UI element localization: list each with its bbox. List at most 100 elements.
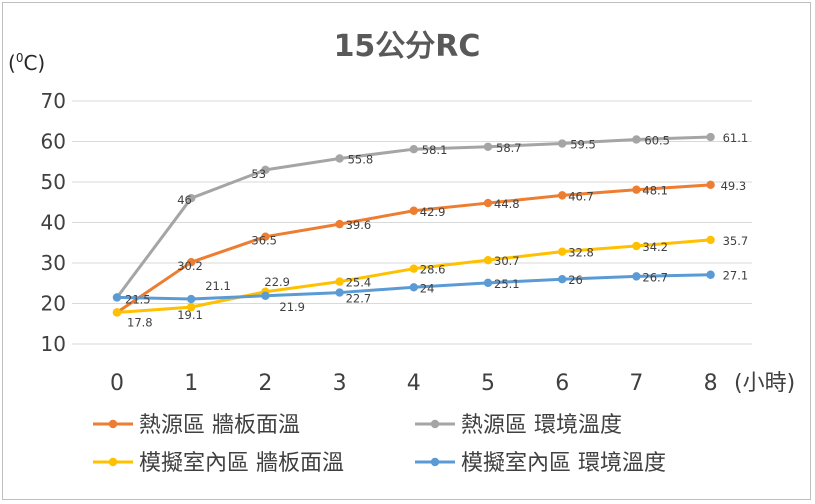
data-label: 44.8 bbox=[494, 197, 520, 211]
data-label: 21.9 bbox=[279, 300, 305, 314]
data-label: 39.6 bbox=[346, 218, 372, 232]
y-tick-label: 40 bbox=[41, 211, 66, 235]
y-tick-label: 20 bbox=[41, 292, 66, 316]
series-2-point bbox=[187, 302, 196, 312]
series-lines bbox=[112, 132, 715, 317]
series-2-point bbox=[409, 264, 418, 273]
series-1-point bbox=[261, 165, 270, 175]
x-axis-ticks: 0 1 2 3 4 5 6 7 8 bbox=[110, 371, 718, 396]
series-0-point bbox=[632, 185, 641, 194]
y-unit-superscript: 0 bbox=[16, 51, 24, 65]
series-2-point bbox=[632, 241, 641, 251]
series-3-point bbox=[706, 270, 715, 279]
y-tick-label: 30 bbox=[41, 251, 66, 275]
data-label: 21.1 bbox=[205, 279, 231, 293]
data-label: 30.7 bbox=[494, 254, 520, 268]
series-0-point bbox=[261, 232, 270, 241]
x-tick-label: 8 bbox=[704, 371, 718, 396]
x-tick-label: 5 bbox=[481, 371, 495, 396]
data-label: 46.7 bbox=[568, 189, 594, 203]
data-label: 36.5 bbox=[251, 234, 277, 248]
data-label: 24 bbox=[420, 281, 435, 295]
data-label: 25.4 bbox=[346, 276, 372, 290]
data-label: 27.1 bbox=[723, 269, 749, 283]
series-1-point bbox=[558, 139, 567, 148]
legend-swatch-marker-2 bbox=[108, 457, 118, 467]
series-0-point bbox=[558, 191, 567, 200]
x-tick-label: 7 bbox=[629, 371, 643, 396]
series-3-point bbox=[261, 291, 270, 301]
legend-swatch-marker-3 bbox=[430, 457, 440, 467]
data-label: 21.5 bbox=[125, 292, 151, 306]
data-label: 30.2 bbox=[177, 259, 203, 273]
data-label: 26.7 bbox=[642, 270, 668, 284]
data-label: 28.6 bbox=[420, 263, 446, 277]
data-label: 42.9 bbox=[420, 205, 446, 219]
series-2-point bbox=[112, 308, 122, 317]
x-tick-label: 3 bbox=[333, 371, 347, 396]
x-tick-label: 0 bbox=[110, 371, 124, 396]
series-2-point bbox=[558, 247, 567, 256]
legend-label: 模擬室內區 牆板面溫 bbox=[139, 451, 344, 476]
data-label: 34.2 bbox=[642, 240, 668, 254]
x-tick-label: 4 bbox=[407, 371, 421, 396]
chart-title: 15公分RC bbox=[334, 29, 481, 64]
data-label: 26 bbox=[568, 273, 583, 287]
series-3-point bbox=[632, 272, 641, 281]
x-tick-label: 6 bbox=[555, 371, 569, 396]
series-3-point bbox=[558, 275, 567, 284]
legend-swatch-marker-0 bbox=[108, 419, 118, 429]
y-unit-prefix: ( bbox=[8, 51, 16, 75]
x-tick-label: 1 bbox=[184, 371, 198, 396]
x-axis-unit-label: (小時) bbox=[734, 371, 795, 396]
y-tick-label: 10 bbox=[41, 332, 66, 356]
y-unit-suffix: C) bbox=[23, 51, 45, 75]
data-label: 22.9 bbox=[264, 275, 290, 289]
series-3-point bbox=[483, 278, 493, 288]
data-label: 46 bbox=[177, 193, 192, 207]
series-line-1 bbox=[115, 135, 711, 299]
legend-label: 熱源區 環境溫度 bbox=[461, 413, 622, 438]
y-axis-ticks: 10 20 30 40 50 60 70 bbox=[41, 89, 66, 356]
data-label: 49.3 bbox=[721, 179, 747, 193]
data-label: 53 bbox=[251, 167, 266, 181]
series-2-point bbox=[335, 277, 344, 286]
y-tick-label: 70 bbox=[41, 89, 66, 113]
series-3-point bbox=[409, 283, 418, 292]
data-label: 61.1 bbox=[723, 131, 749, 145]
data-labels: 17.8 30.2 36.5 39.6 42.9 44.8 46.7 48.1 49.3 46 53… bbox=[125, 131, 748, 329]
legend-swatch-marker-1 bbox=[430, 419, 440, 429]
data-label: 22.7 bbox=[346, 292, 372, 306]
series-3-point bbox=[187, 294, 196, 304]
series-1-point bbox=[335, 154, 344, 163]
series-1-point bbox=[483, 142, 493, 151]
x-tick-label: 2 bbox=[258, 371, 272, 396]
legend-label: 模擬室內區 環境溫度 bbox=[461, 451, 666, 476]
series-1-point bbox=[706, 132, 715, 142]
series-0-point bbox=[706, 180, 715, 190]
data-label: 55.8 bbox=[348, 153, 374, 167]
y-tick-label: 50 bbox=[41, 170, 66, 194]
series-1-point bbox=[409, 144, 418, 154]
data-label: 58.7 bbox=[496, 141, 522, 155]
data-label: 59.5 bbox=[570, 138, 596, 152]
series-3-point bbox=[112, 293, 122, 302]
series-2-point bbox=[483, 255, 493, 265]
data-label: 35.7 bbox=[723, 234, 749, 248]
series-0-point bbox=[409, 206, 418, 215]
data-label: 17.8 bbox=[127, 315, 153, 329]
series-1-point bbox=[187, 194, 196, 203]
legend-label: 熱源區 牆板面溫 bbox=[139, 413, 300, 438]
y-tick-label: 60 bbox=[41, 130, 66, 154]
data-label: 19.1 bbox=[177, 308, 203, 322]
series-0-point bbox=[335, 219, 344, 229]
series-3-point bbox=[335, 288, 344, 297]
data-label: 32.8 bbox=[568, 246, 594, 260]
data-label: 58.1 bbox=[422, 143, 448, 157]
series-1-point bbox=[632, 135, 641, 144]
series-2-point bbox=[706, 235, 715, 245]
data-label: 60.5 bbox=[644, 133, 670, 147]
